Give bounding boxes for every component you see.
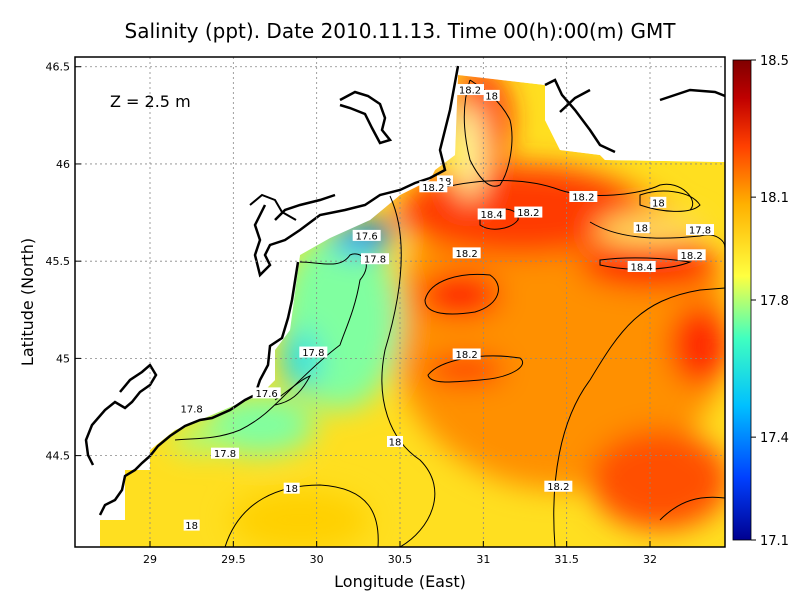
contour-18-ne xyxy=(589,221,725,249)
contour-label: 18.2 xyxy=(517,208,539,219)
contour-18-2-blob xyxy=(424,273,499,315)
contour-label: 18 xyxy=(652,198,665,209)
contour-18-west xyxy=(381,195,436,547)
contour-label-box xyxy=(627,261,656,272)
contour-label: 17.8 xyxy=(689,226,711,237)
contour-label-box xyxy=(544,480,573,492)
contour-label: 17.6 xyxy=(256,389,278,400)
x-tick-label: 31 xyxy=(476,553,490,566)
x-tick-label: 30 xyxy=(310,553,324,566)
contour-label: 18 xyxy=(285,484,298,495)
contour-18-4-east xyxy=(599,257,692,270)
contour-label: 18 xyxy=(485,91,498,102)
coastline-island xyxy=(339,90,393,145)
contour-label-box xyxy=(211,447,239,459)
contour-label: 18 xyxy=(185,521,198,532)
y-tick-label: 44.5 xyxy=(46,450,71,463)
contour-label: 18.2 xyxy=(456,350,478,361)
contour-label: 18.2 xyxy=(681,251,703,262)
contour-label-box xyxy=(183,519,200,531)
contour-label: 18 xyxy=(635,224,648,235)
x-tick-label: 32 xyxy=(643,553,657,566)
land-mask-ne xyxy=(458,57,725,162)
contour-18-south xyxy=(224,484,379,547)
x-axis-label: Longitude (East) xyxy=(334,572,466,591)
contour-label: 17.8 xyxy=(214,449,236,460)
contour-label: 18 xyxy=(389,438,402,449)
x-tick-label: 31.5 xyxy=(554,553,579,566)
colorbar-gradient xyxy=(732,59,752,541)
contour-label-box xyxy=(686,224,714,236)
contour-label: 18.4 xyxy=(481,210,503,221)
colorbar-tick-label: 17.4 xyxy=(760,431,789,446)
contour-label-box xyxy=(177,402,206,414)
colorbar-ticks: 17.1 17.4 17.8 18.1 18.5 xyxy=(751,54,789,549)
contour-label-box xyxy=(452,247,481,259)
land-mask xyxy=(75,57,458,547)
contour-label: 17.8 xyxy=(364,255,386,266)
contour-17-8 xyxy=(174,253,367,441)
y-axis-label: Latitude (North) xyxy=(18,238,37,366)
contour-label-box xyxy=(387,436,403,447)
y-tick-label: 46.5 xyxy=(46,61,71,74)
contour-18-2-south-blob xyxy=(427,355,523,383)
contour-18-nw xyxy=(639,190,701,212)
y-axis: 44.5 45 45.5 46 46.5 xyxy=(46,61,81,463)
contour-label-box xyxy=(633,222,650,234)
chart-title: Salinity (ppt). Date 2010.11.13. Time 00… xyxy=(125,19,677,43)
colorbar-tick-label: 18.1 xyxy=(760,191,789,206)
contour-label-box xyxy=(352,229,381,241)
contour-label-box xyxy=(456,84,484,96)
colorbar-tick-label: 17.1 xyxy=(760,534,789,549)
contour-label: 18.2 xyxy=(547,482,569,493)
contour-label: 18.2 xyxy=(422,183,444,194)
grid xyxy=(75,57,725,547)
contour-labels: 18.2 18 18 18.2 18.4 18.2 18.2 18 17.6 17.8 18.2 18… xyxy=(177,84,714,532)
depth-annotation: Z = 2.5 m xyxy=(110,92,191,111)
contour-label-box xyxy=(569,191,598,202)
contour-label-box xyxy=(437,175,453,187)
contour-label-box xyxy=(361,253,389,265)
y-tick-label: 46 xyxy=(56,158,70,171)
x-axis: 29 29.5 30 30.5 31 31.5 32 xyxy=(143,541,657,566)
contour-17-6 xyxy=(274,375,312,406)
contour-label-box xyxy=(283,482,300,494)
coastline-north xyxy=(249,193,297,221)
y-tick-label: 45 xyxy=(56,352,70,365)
x-tick-label: 29 xyxy=(143,553,157,566)
x-tick-label: 30.5 xyxy=(388,553,413,566)
contour-label-box xyxy=(477,208,506,220)
plot-area: 18.2 18 18 18.2 18.4 18.2 18.2 18 17.6 17.8 18.2 18… xyxy=(75,57,725,547)
salinity-field xyxy=(100,70,725,547)
contour-label: 17.8 xyxy=(302,348,324,359)
contour-label: 18.2 xyxy=(459,86,481,97)
contour-label: 18.4 xyxy=(631,263,653,274)
contour-label-box xyxy=(452,348,481,360)
contour-18-north xyxy=(463,79,513,187)
colorbar: 17.1 17.4 17.8 18.1 18.5 xyxy=(732,54,789,549)
contour-label: 17.8 xyxy=(181,404,203,415)
contour-label-box xyxy=(677,249,706,261)
coastline-east xyxy=(544,78,725,154)
contour-label-box xyxy=(419,181,448,193)
y-tick-label: 45.5 xyxy=(46,255,71,268)
colorbar-tick-label: 17.8 xyxy=(760,294,789,309)
contour-label-box xyxy=(650,196,667,208)
contour-label: 18.2 xyxy=(456,249,478,260)
contour-label-box xyxy=(514,206,543,218)
contour-label-box xyxy=(299,346,328,358)
contour-18-southeast xyxy=(659,496,725,521)
contour-label: 17.6 xyxy=(356,231,378,242)
contour-label: 18.2 xyxy=(572,193,594,204)
coastline-west xyxy=(84,363,158,466)
colorbar-tick-label: 18.5 xyxy=(760,54,789,69)
contour-label-box xyxy=(483,89,500,101)
coastline xyxy=(98,65,460,516)
contour-label-box xyxy=(252,387,281,399)
x-tick-label: 29.5 xyxy=(221,553,246,566)
